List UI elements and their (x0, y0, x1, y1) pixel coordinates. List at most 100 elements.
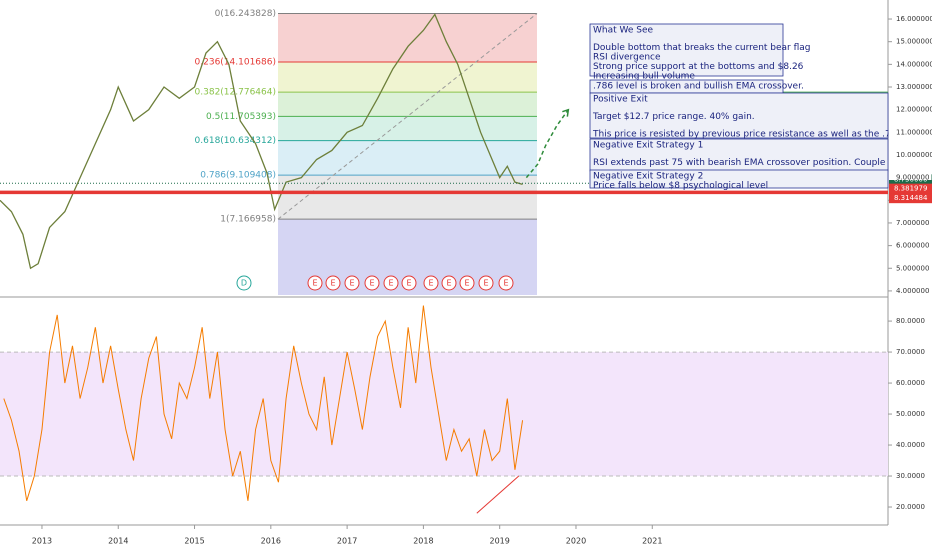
x-tick-label: 2015 (184, 537, 204, 546)
fib-band (278, 140, 537, 176)
plot: 0(16.243828) 0.236(14.101686) 0.382(12.776… (0, 9, 932, 546)
fib-trend (277, 13, 538, 220)
x-tick-label: 2014 (108, 537, 128, 546)
y-tick-label: 50.0000 (896, 410, 925, 418)
note: .786 level is broken and bullish EMA cro… (589, 79, 804, 94)
y-tick-label: 6.000000 (896, 242, 929, 250)
note-box (589, 138, 889, 172)
event-marker (459, 275, 475, 291)
event-marker-label: D (241, 279, 247, 288)
price-line (0, 13, 523, 270)
axis-mask (888, 90, 932, 180)
fib-band (278, 62, 537, 93)
divergence-line (476, 475, 520, 514)
y-tick-label: 7.000000 (896, 219, 929, 227)
y-tick-label: 15.000000 (896, 38, 932, 46)
event-marker-label: E (369, 279, 374, 288)
projection-line (525, 109, 569, 179)
event-marker-label: E (330, 279, 335, 288)
price-tag-label: 8.381979 (894, 185, 927, 193)
x-tick-label: 2018 (413, 537, 433, 546)
event-marker (401, 275, 417, 291)
note-text: RSI divergence (593, 53, 661, 63)
event-marker-label: E (483, 279, 488, 288)
y-tick-label: 80.0000 (896, 317, 925, 325)
note-text: Target $12.7 price range. 40% gain. (592, 112, 755, 122)
note-text: Negative Exit Strategy 2 (593, 172, 703, 182)
x-tick-label: 2021 (642, 537, 662, 546)
event-marker (383, 275, 399, 291)
price-tag (889, 183, 932, 194)
y-tick-label: 12.000000 (896, 106, 932, 114)
event-marker (307, 275, 323, 291)
event-marker (236, 275, 252, 291)
event-marker-label: E (388, 279, 393, 288)
fib-label: 0.5(11.705393) (206, 112, 276, 122)
x-tick-label: 2019 (490, 537, 510, 546)
event-marker (478, 275, 494, 291)
x-tick-label: 2016 (261, 537, 281, 546)
fib-band (278, 13, 537, 63)
note-box (589, 92, 889, 139)
y-tick-label: 16.000000 (896, 15, 932, 23)
event-marker (498, 275, 514, 291)
event-marker-label: E (312, 279, 317, 288)
note-text: Price falls below $8 psychological level (593, 181, 768, 191)
rsi-line (3, 305, 524, 501)
event-marker (364, 275, 380, 291)
y-tick-label: 5.000000 (896, 264, 929, 272)
y-tick-label: 10.000000 (896, 151, 932, 159)
event-marker-label: E (446, 279, 451, 288)
y-tick-label: 4.000000 (896, 287, 929, 295)
fib-band (278, 175, 537, 220)
y-tick-label: 13.000000 (896, 83, 932, 91)
note-text: This price is resisted by previous price… (592, 130, 928, 140)
price-tag-label: 8.314484 (894, 194, 928, 202)
note-text: What We See (593, 26, 654, 36)
y-tick-label: 40.0000 (896, 441, 925, 449)
event-marker-label: E (349, 279, 354, 288)
note-text: Strong price support at the bottoms and … (593, 62, 804, 72)
x-tick-label: 2020 (566, 537, 586, 546)
event-marker (325, 275, 341, 291)
event-marker-label: E (503, 279, 508, 288)
event-marker-label: E (428, 279, 433, 288)
note-text: Increasing bull volume (593, 72, 695, 82)
note: Positive Exit Target $12.7 price range. 4… (589, 92, 928, 140)
y-tick-label: 20.0000 (896, 503, 925, 511)
y-tick-label: 60.0000 (896, 379, 925, 387)
fib-label: 0.236(14.101686) (195, 58, 276, 68)
fib-label: 0.618(10.634312) (195, 136, 276, 146)
note-box (589, 169, 889, 189)
event-marker (344, 275, 360, 291)
fib-label: 1(7.166958) (220, 215, 276, 225)
event-marker-label: E (464, 279, 469, 288)
projection-arrow (562, 108, 570, 117)
fib-label: 0.382(12.776464) (195, 88, 276, 98)
y-tick-label: 70.0000 (896, 348, 925, 356)
y-tick-label: 9.000000 (896, 174, 929, 182)
note: What We See Double bottom that breaks the… (589, 23, 811, 82)
note-text: Positive Exit (593, 95, 648, 105)
fib-band (278, 116, 537, 141)
y-tick-label: 11.000000 (896, 128, 932, 136)
fib-label: 0.786(9.109408) (200, 171, 276, 181)
price-tag (889, 193, 932, 204)
rsi-band (0, 352, 888, 477)
event-marker (441, 275, 457, 291)
note-box (589, 23, 784, 77)
fib-band (278, 92, 537, 117)
x-tick-label: 2017 (337, 537, 357, 546)
fib-label: 0(16.243828) (215, 9, 276, 19)
note-text: Negative Exit Strategy 1 (593, 141, 703, 151)
note-text: RSI extends past 75 with bearish EMA cro… (593, 158, 929, 168)
y-tick-label: 14.000000 (896, 60, 932, 68)
x-tick-label: 2013 (32, 537, 52, 546)
event-marker (423, 275, 439, 291)
note-text: Double bottom that breaks the current be… (593, 43, 811, 53)
event-marker-label: E (406, 279, 411, 288)
note: Negative Exit Strategy 1 RSI extends past… (589, 138, 929, 172)
note-text: .786 level is broken and bullish EMA cro… (593, 82, 804, 92)
